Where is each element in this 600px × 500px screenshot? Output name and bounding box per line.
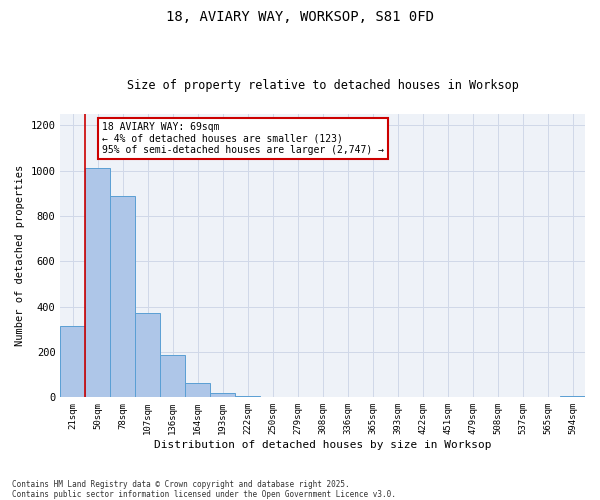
Bar <box>85 168 110 398</box>
Bar <box>210 393 235 398</box>
X-axis label: Distribution of detached houses by size in Worksop: Distribution of detached houses by size … <box>154 440 491 450</box>
Bar <box>185 382 210 398</box>
Text: 18, AVIARY WAY, WORKSOP, S81 0FD: 18, AVIARY WAY, WORKSOP, S81 0FD <box>166 10 434 24</box>
Bar <box>61 326 85 398</box>
Text: Contains HM Land Registry data © Crown copyright and database right 2025.
Contai: Contains HM Land Registry data © Crown c… <box>12 480 396 499</box>
Title: Size of property relative to detached houses in Worksop: Size of property relative to detached ho… <box>127 79 518 92</box>
Y-axis label: Number of detached properties: Number of detached properties <box>15 165 25 346</box>
Bar <box>235 396 260 398</box>
Bar <box>560 396 585 398</box>
Bar <box>110 196 136 398</box>
Bar <box>136 314 160 398</box>
Text: 18 AVIARY WAY: 69sqm
← 4% of detached houses are smaller (123)
95% of semi-detac: 18 AVIARY WAY: 69sqm ← 4% of detached ho… <box>101 122 383 155</box>
Bar <box>160 356 185 398</box>
